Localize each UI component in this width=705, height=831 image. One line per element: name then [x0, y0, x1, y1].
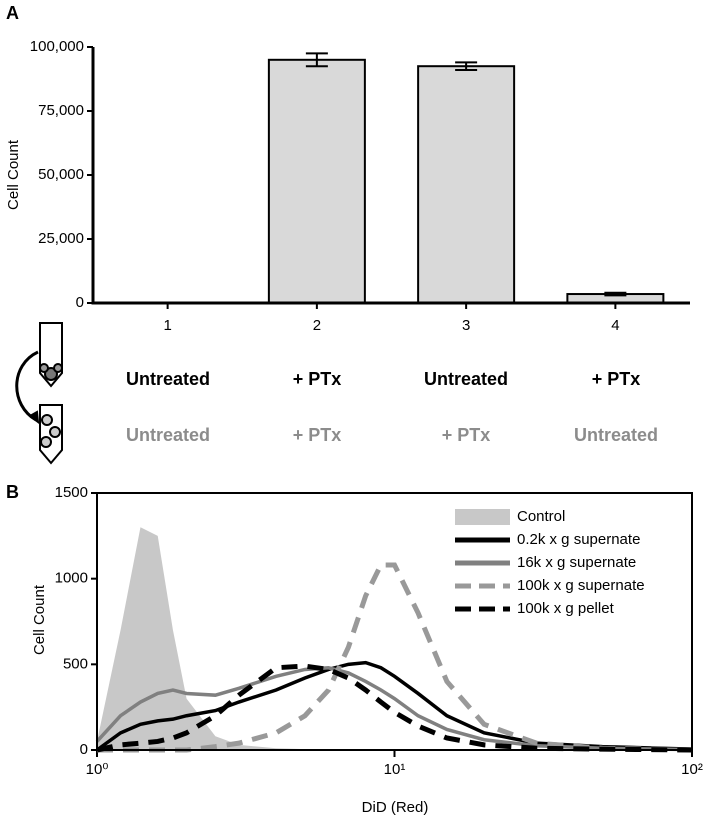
legend-label: 100k x g pellet: [517, 600, 615, 617]
panel-label: B: [6, 482, 19, 502]
line: [96, 663, 693, 753]
bar: [417, 65, 516, 304]
treatment-label: Untreated: [574, 425, 658, 445]
legend-swatch: [455, 509, 510, 525]
treatment-label: Untreated: [126, 425, 210, 445]
treatment-label: + PTx: [442, 425, 491, 445]
treatment-label: + PTx: [592, 369, 641, 389]
y-tick-label: 1000: [55, 570, 88, 587]
legend-label: Control: [517, 508, 565, 525]
y-tick-label: 75,000: [38, 102, 84, 119]
y-tick-label: 1500: [55, 484, 88, 501]
legend-label: 16k x g supernate: [517, 554, 636, 571]
line: [95, 665, 693, 752]
y-tick-label: 500: [63, 655, 88, 672]
x-tick-label: 10⁰: [86, 761, 109, 778]
y-tick-label: 0: [80, 741, 88, 758]
y-tick-label: 25,000: [38, 230, 84, 247]
panel-label: A: [6, 3, 19, 23]
x-tick-label: 2: [313, 317, 321, 334]
y-tick-label: 50,000: [38, 166, 84, 183]
bar: [267, 58, 366, 304]
treatment-label: + PTx: [293, 369, 342, 389]
legend-label: 100k x g supernate: [517, 577, 645, 594]
area: [97, 527, 692, 750]
error-bar: [305, 52, 328, 68]
tube-icons: [15, 322, 63, 465]
y-axis-label: Cell Count: [5, 139, 22, 210]
treatment-label: + PTx: [293, 425, 342, 445]
y-tick-label: 100,000: [30, 38, 84, 55]
treatment-label: Untreated: [126, 369, 210, 389]
legend-label: 0.2k x g supernate: [517, 531, 640, 548]
error-bar: [604, 291, 627, 297]
x-tick-label: 10¹: [384, 761, 406, 778]
x-tick-label: 10²: [681, 761, 703, 778]
error-bar: [455, 61, 478, 72]
y-axis-label: Cell Count: [31, 584, 48, 655]
axes: [91, 47, 690, 305]
y-tick-label: 0: [76, 294, 84, 311]
x-tick-label: 1: [163, 317, 171, 334]
x-tick-label: 3: [462, 317, 470, 334]
plot-frame: [96, 492, 693, 751]
treatment-label: Untreated: [424, 369, 508, 389]
x-tick-label: 4: [611, 317, 619, 334]
x-axis-label: DiD (Red): [362, 799, 429, 816]
